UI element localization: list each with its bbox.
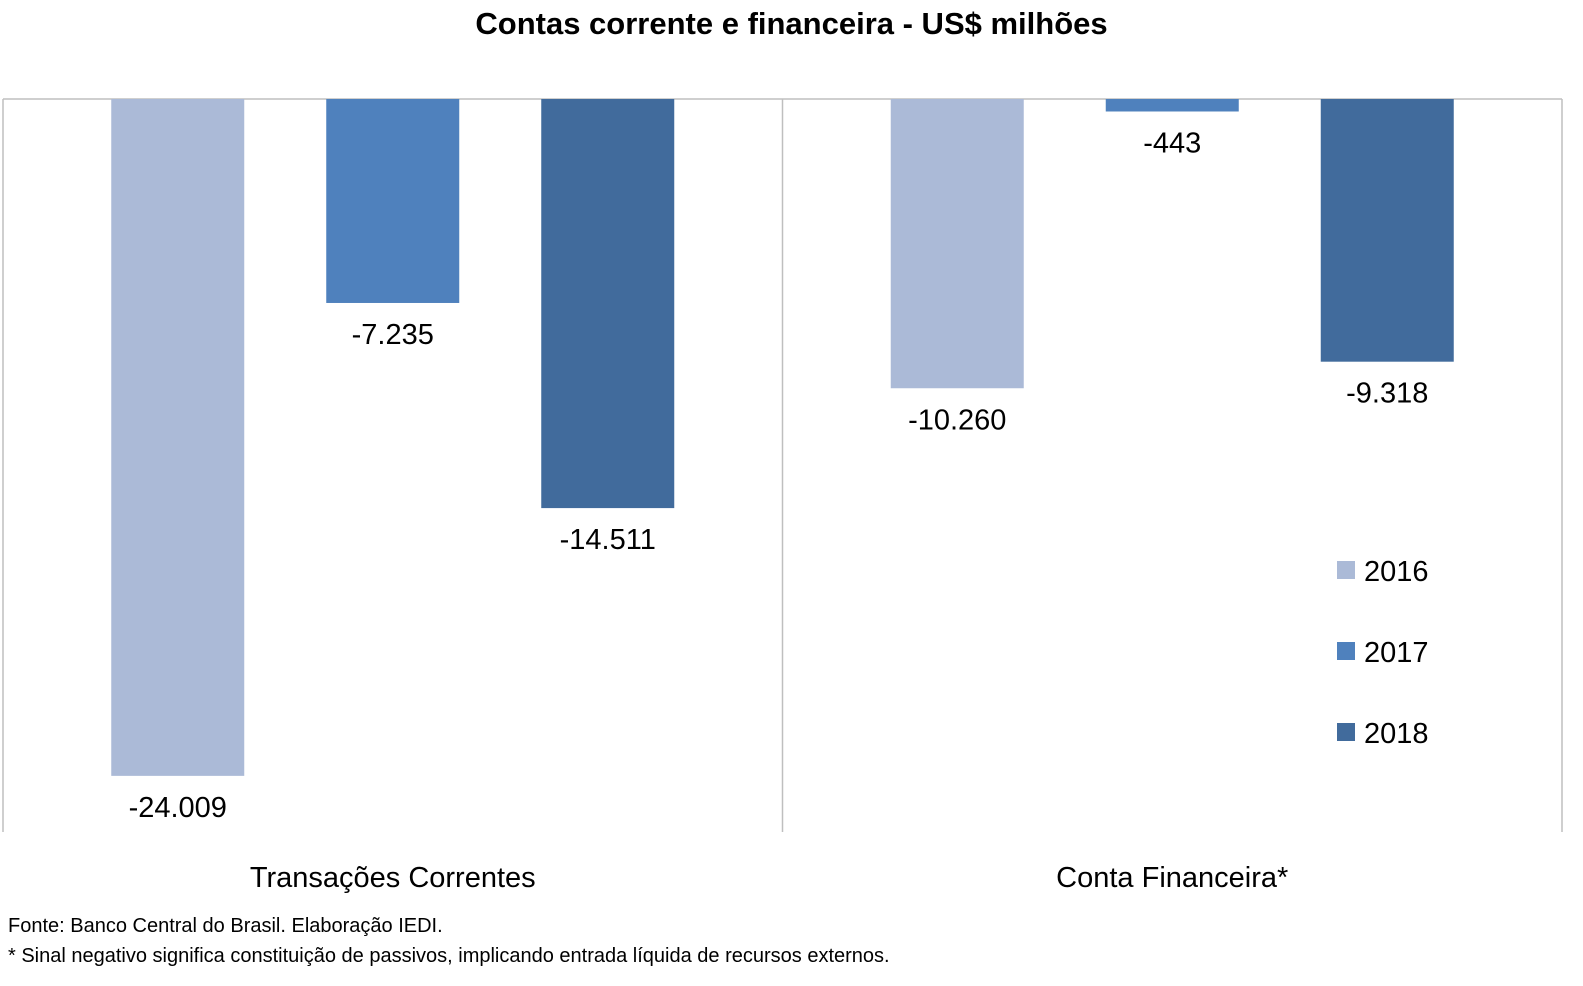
category-label: Transações Correntes	[250, 862, 536, 894]
legend-label: 2018	[1364, 718, 1429, 750]
bar-2017-0	[326, 99, 460, 303]
legend-label: 2017	[1364, 637, 1429, 669]
legend-swatch	[1337, 561, 1355, 579]
legend-swatch	[1337, 642, 1355, 660]
data-label: -443	[1143, 127, 1201, 159]
category-label: Conta Financeira*	[1056, 862, 1288, 894]
data-label: -9.318	[1346, 378, 1428, 410]
source-note: Fonte: Banco Central do Brasil. Elaboraç…	[8, 915, 443, 937]
chart-title: Contas corrente e financeira - US$ milhõ…	[475, 6, 1108, 41]
legend-label: 2016	[1364, 556, 1429, 588]
bar-2018-1	[1320, 99, 1454, 362]
bar-2016-0	[111, 99, 245, 776]
data-label: -14.511	[560, 524, 656, 556]
bar-2018-0	[541, 99, 675, 509]
legend-swatch	[1337, 723, 1355, 741]
data-label: -24.009	[129, 792, 227, 824]
sign-note: * Sinal negativo significa constituição …	[8, 945, 890, 967]
data-label: -10.260	[908, 404, 1006, 436]
data-label: -7.235	[352, 319, 434, 351]
bar-2016-1	[890, 99, 1024, 389]
bar-2017-1	[1105, 99, 1239, 112]
